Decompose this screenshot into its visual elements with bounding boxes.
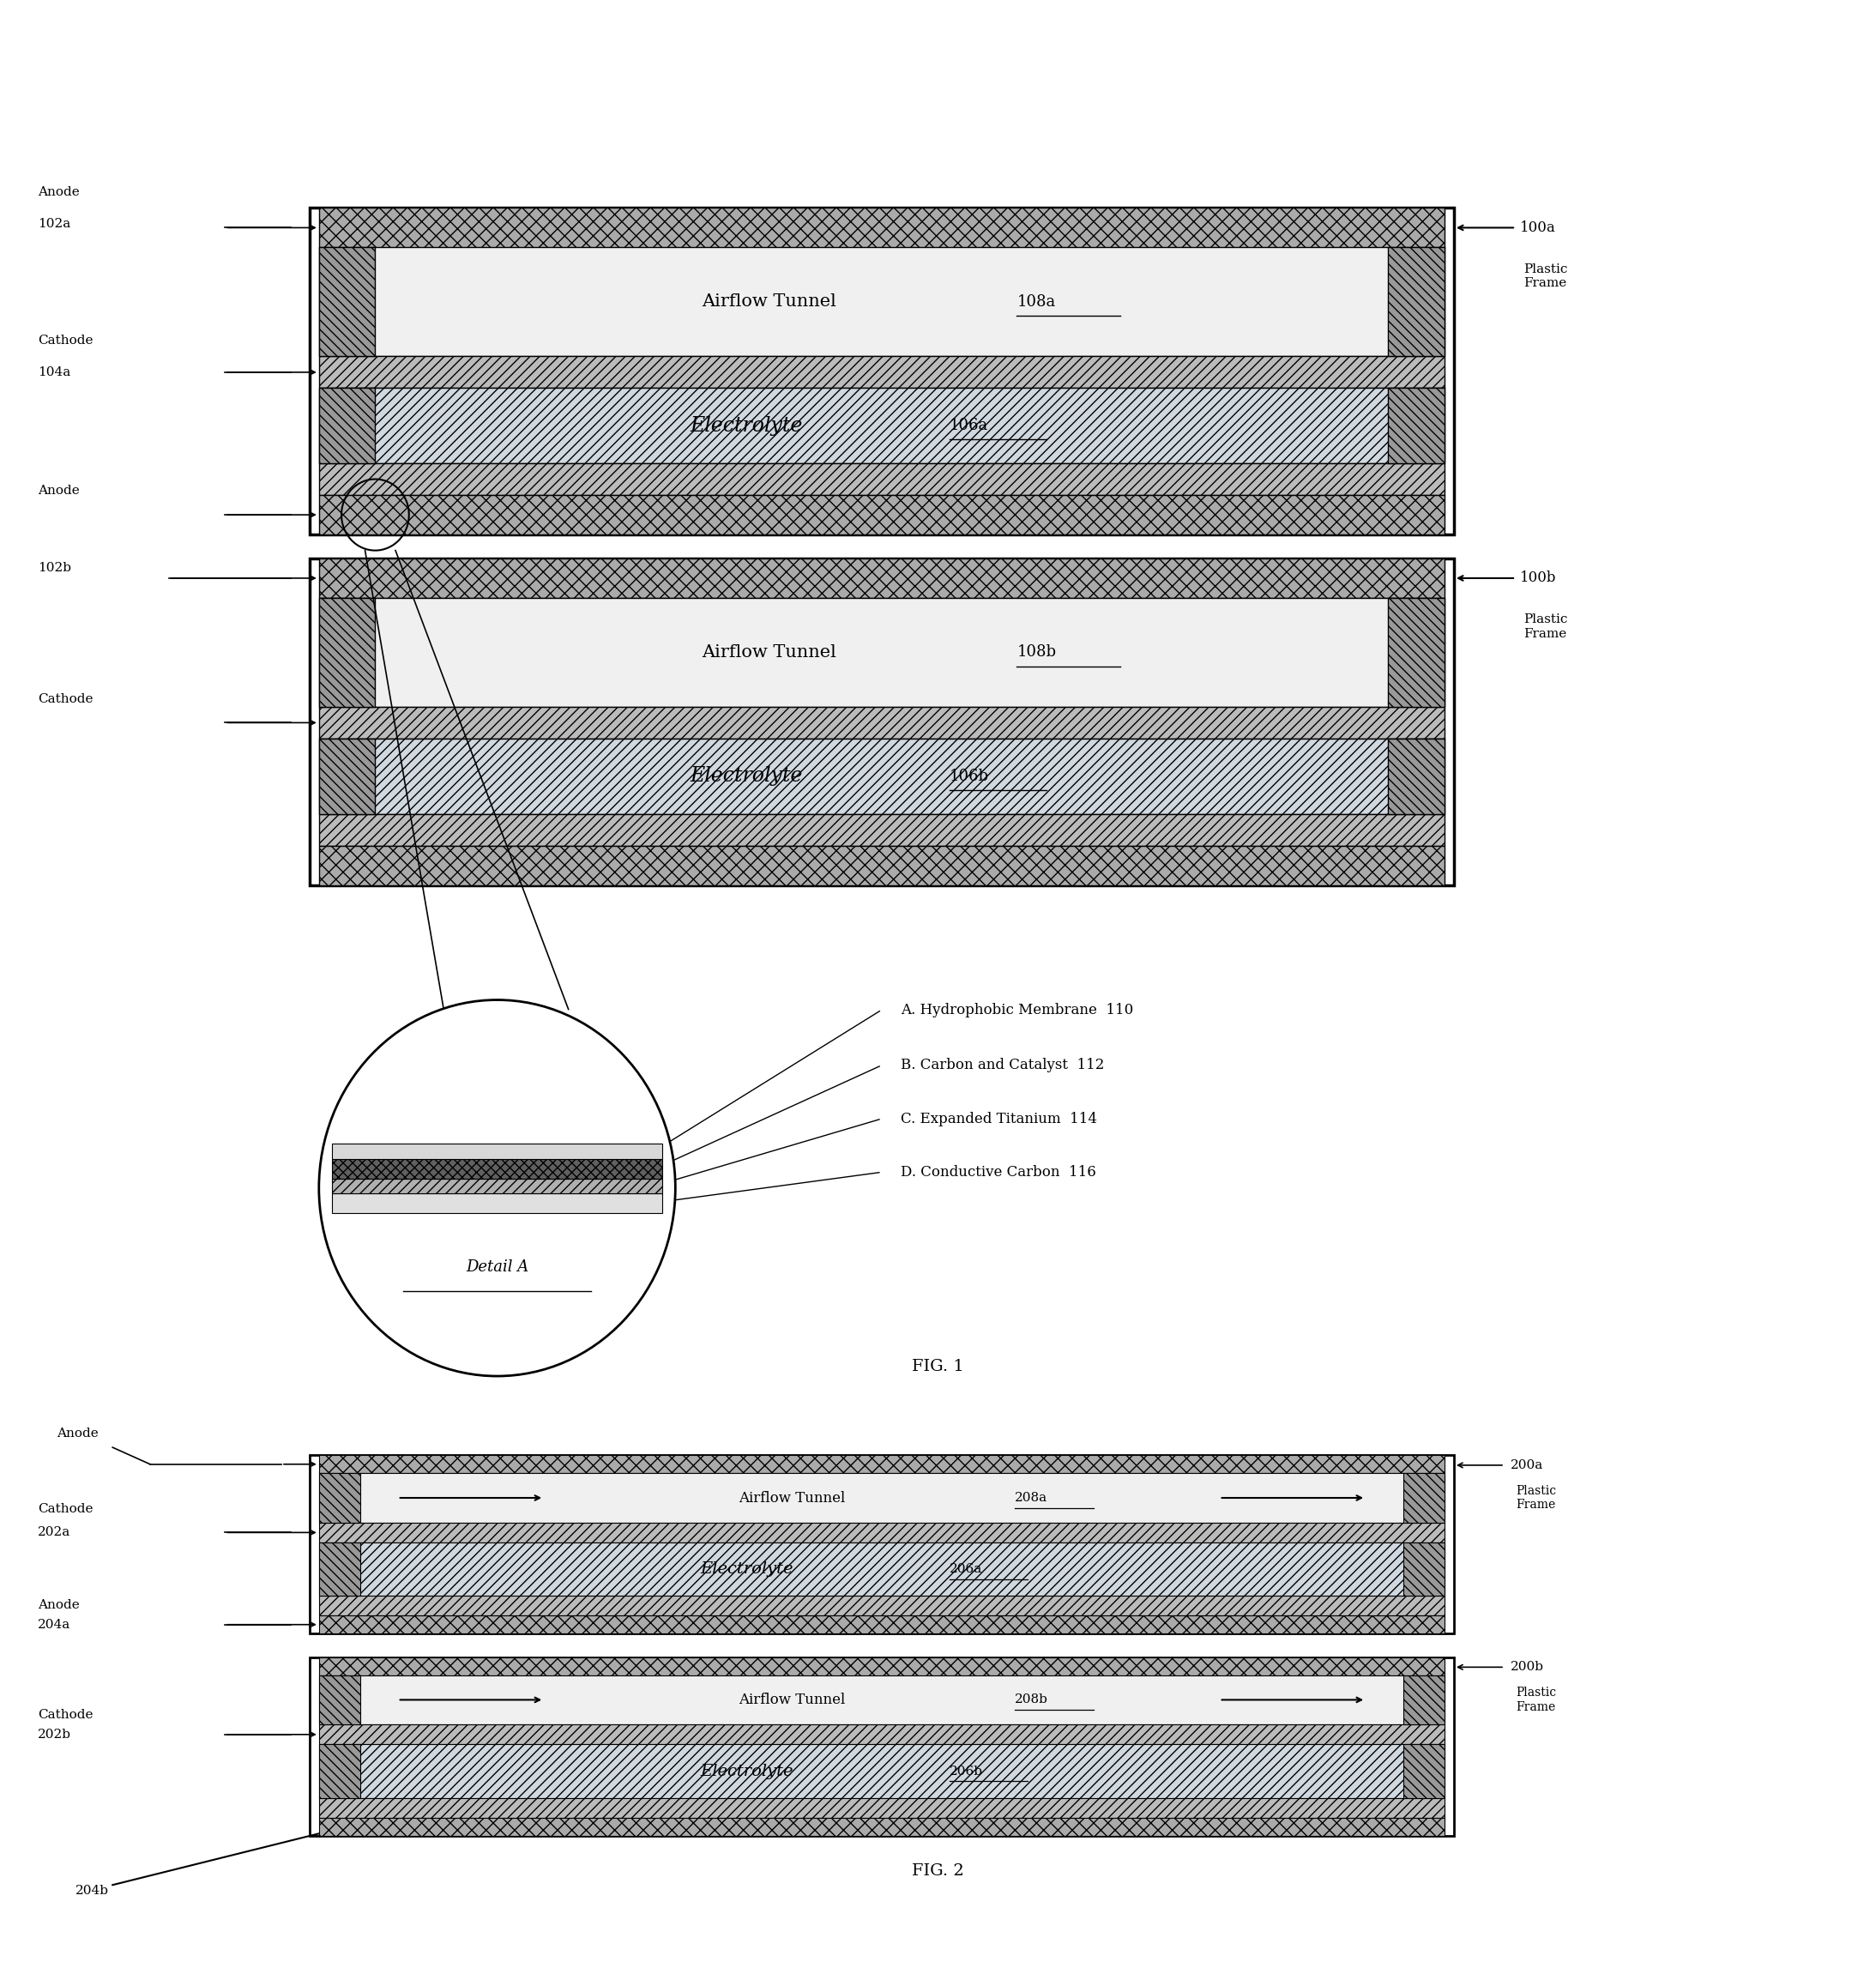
Bar — [319, 1542, 1445, 1596]
Text: C. Expanded Titanium  114: C. Expanded Titanium 114 — [900, 1111, 1097, 1127]
Text: Airflow Tunnel: Airflow Tunnel — [702, 644, 837, 661]
Text: 104a: 104a — [38, 366, 69, 378]
Text: Anode: Anode — [38, 1598, 79, 1612]
Text: Electrolyte: Electrolyte — [700, 1562, 794, 1576]
Text: Anode: Anode — [38, 186, 79, 198]
Text: 208a: 208a — [1015, 1491, 1047, 1505]
Text: 200a: 200a — [1510, 1459, 1542, 1471]
Bar — [319, 1473, 360, 1523]
Text: 206b: 206b — [949, 1764, 983, 1778]
Bar — [1403, 1675, 1445, 1725]
Bar — [319, 1596, 1445, 1616]
Bar — [319, 739, 375, 814]
Text: Cathode: Cathode — [38, 335, 92, 346]
Text: Airflow Tunnel: Airflow Tunnel — [739, 1693, 844, 1707]
Bar — [319, 1473, 1445, 1523]
Text: FIG. 1: FIG. 1 — [912, 1358, 964, 1374]
Bar — [1388, 739, 1445, 814]
Bar — [319, 1744, 1445, 1798]
Bar — [319, 739, 1445, 814]
Text: 106b: 106b — [949, 768, 989, 784]
Text: Plastic
Frame: Plastic Frame — [1523, 263, 1566, 289]
Bar — [319, 1798, 1445, 1818]
Text: 202b: 202b — [38, 1729, 71, 1740]
Bar — [319, 814, 1445, 845]
Bar — [319, 356, 1445, 388]
Bar — [319, 845, 1445, 885]
Text: Anode: Anode — [56, 1428, 98, 1439]
Bar — [1388, 598, 1445, 707]
Bar — [319, 1523, 1445, 1542]
Bar — [319, 1657, 1445, 1675]
Text: 100b: 100b — [1520, 570, 1555, 586]
Text: Plastic
Frame: Plastic Frame — [1516, 1485, 1557, 1511]
Bar — [1388, 248, 1445, 356]
Text: FIG. 2: FIG. 2 — [912, 1863, 964, 1879]
Bar — [319, 495, 1445, 535]
Bar — [319, 707, 1445, 739]
Bar — [310, 558, 1454, 885]
Text: 206a: 206a — [949, 1562, 981, 1576]
Text: D. Conductive Carbon  116: D. Conductive Carbon 116 — [900, 1164, 1096, 1180]
Bar — [319, 1725, 1445, 1744]
Bar — [1403, 1744, 1445, 1798]
Bar — [319, 208, 1445, 248]
Bar — [319, 1542, 360, 1596]
Bar — [319, 1675, 1445, 1725]
Bar — [310, 208, 1454, 535]
Bar — [1403, 1542, 1445, 1596]
Bar — [332, 1142, 662, 1160]
Bar — [310, 1455, 1454, 1633]
Text: A. Hydrophobic Membrane  110: A. Hydrophobic Membrane 110 — [900, 1002, 1133, 1018]
Bar — [319, 1744, 360, 1798]
Circle shape — [319, 1000, 675, 1376]
Text: Airflow Tunnel: Airflow Tunnel — [702, 293, 837, 311]
Text: 102b: 102b — [38, 562, 71, 574]
Bar — [319, 388, 1445, 463]
Text: B. Carbon and Catalyst  112: B. Carbon and Catalyst 112 — [900, 1057, 1105, 1073]
Bar — [319, 1455, 1445, 1473]
Text: 108b: 108b — [1017, 645, 1056, 659]
Bar — [319, 248, 375, 356]
Text: 100a: 100a — [1520, 220, 1555, 236]
Bar — [319, 558, 1445, 598]
Text: Cathode: Cathode — [38, 693, 92, 705]
Bar — [319, 1818, 1445, 1835]
Bar — [319, 463, 1445, 495]
Text: Electrolyte: Electrolyte — [690, 416, 803, 436]
Bar — [319, 598, 1445, 707]
Text: Anode: Anode — [38, 485, 79, 497]
Bar — [319, 388, 375, 463]
Bar — [332, 1192, 662, 1212]
Bar — [332, 1160, 662, 1180]
Text: Cathode: Cathode — [38, 1709, 92, 1721]
Text: Electrolyte: Electrolyte — [690, 766, 803, 786]
Bar — [310, 1657, 1454, 1835]
Text: 200b: 200b — [1510, 1661, 1544, 1673]
Text: 202a: 202a — [38, 1527, 69, 1538]
Text: 208b: 208b — [1015, 1693, 1049, 1707]
Bar — [1388, 388, 1445, 463]
Bar — [319, 248, 1445, 356]
Text: Airflow Tunnel: Airflow Tunnel — [739, 1491, 844, 1505]
Text: Plastic
Frame: Plastic Frame — [1516, 1687, 1557, 1713]
Bar — [1403, 1473, 1445, 1523]
Text: Electrolyte: Electrolyte — [700, 1764, 794, 1778]
Text: Cathode: Cathode — [38, 1503, 92, 1515]
Bar — [332, 1178, 662, 1192]
Text: 204b: 204b — [75, 1885, 109, 1897]
Bar — [319, 1616, 1445, 1633]
Bar — [319, 1675, 360, 1725]
Text: 102a: 102a — [38, 218, 69, 230]
Text: Plastic
Frame: Plastic Frame — [1523, 614, 1566, 640]
Text: 108a: 108a — [1017, 295, 1056, 309]
Text: Detail A: Detail A — [465, 1259, 529, 1275]
Text: 106a: 106a — [949, 418, 989, 434]
Text: 204a: 204a — [38, 1618, 69, 1632]
Bar — [319, 598, 375, 707]
